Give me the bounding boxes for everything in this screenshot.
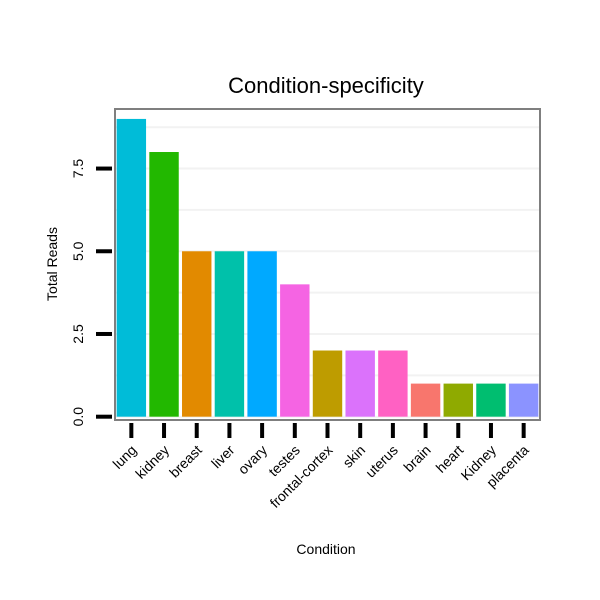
y-axis-ticks: 0.0 2.5 5.0 7.5 bbox=[70, 159, 112, 427]
bar-liver bbox=[214, 251, 245, 417]
y-tick-label: 2.5 bbox=[70, 324, 86, 344]
chart-title: Condition-specificity bbox=[228, 73, 424, 98]
bar-testes bbox=[280, 284, 310, 417]
y-tick-label: 0.0 bbox=[70, 407, 86, 427]
x-tick-label: uterus bbox=[362, 442, 401, 481]
bar-frontal-cortex bbox=[312, 350, 343, 417]
bar-heart bbox=[443, 383, 473, 417]
x-tick-label: breast bbox=[166, 442, 205, 481]
bar-kidney bbox=[476, 383, 506, 417]
plot-panel-border bbox=[114, 108, 541, 421]
bar-breast bbox=[182, 251, 212, 417]
bar-placenta bbox=[508, 383, 539, 417]
bar-skin bbox=[345, 350, 375, 417]
bar-lung bbox=[116, 118, 147, 417]
bar-brain bbox=[410, 383, 441, 417]
x-tick-label: liver bbox=[208, 442, 238, 472]
bar-ovary bbox=[247, 251, 277, 417]
y-axis-label: Total Reads bbox=[44, 227, 60, 301]
bar-kidney bbox=[149, 152, 179, 417]
x-tick-label: ovary bbox=[235, 442, 271, 478]
x-tick-label: brain bbox=[400, 442, 433, 475]
x-tick-label: kidney bbox=[132, 442, 172, 482]
bar-uterus bbox=[378, 350, 408, 417]
y-tick-label: 7.5 bbox=[70, 159, 86, 179]
bars bbox=[116, 118, 539, 417]
y-tick-label: 5.0 bbox=[70, 241, 86, 261]
x-axis-label: Condition bbox=[296, 541, 355, 557]
